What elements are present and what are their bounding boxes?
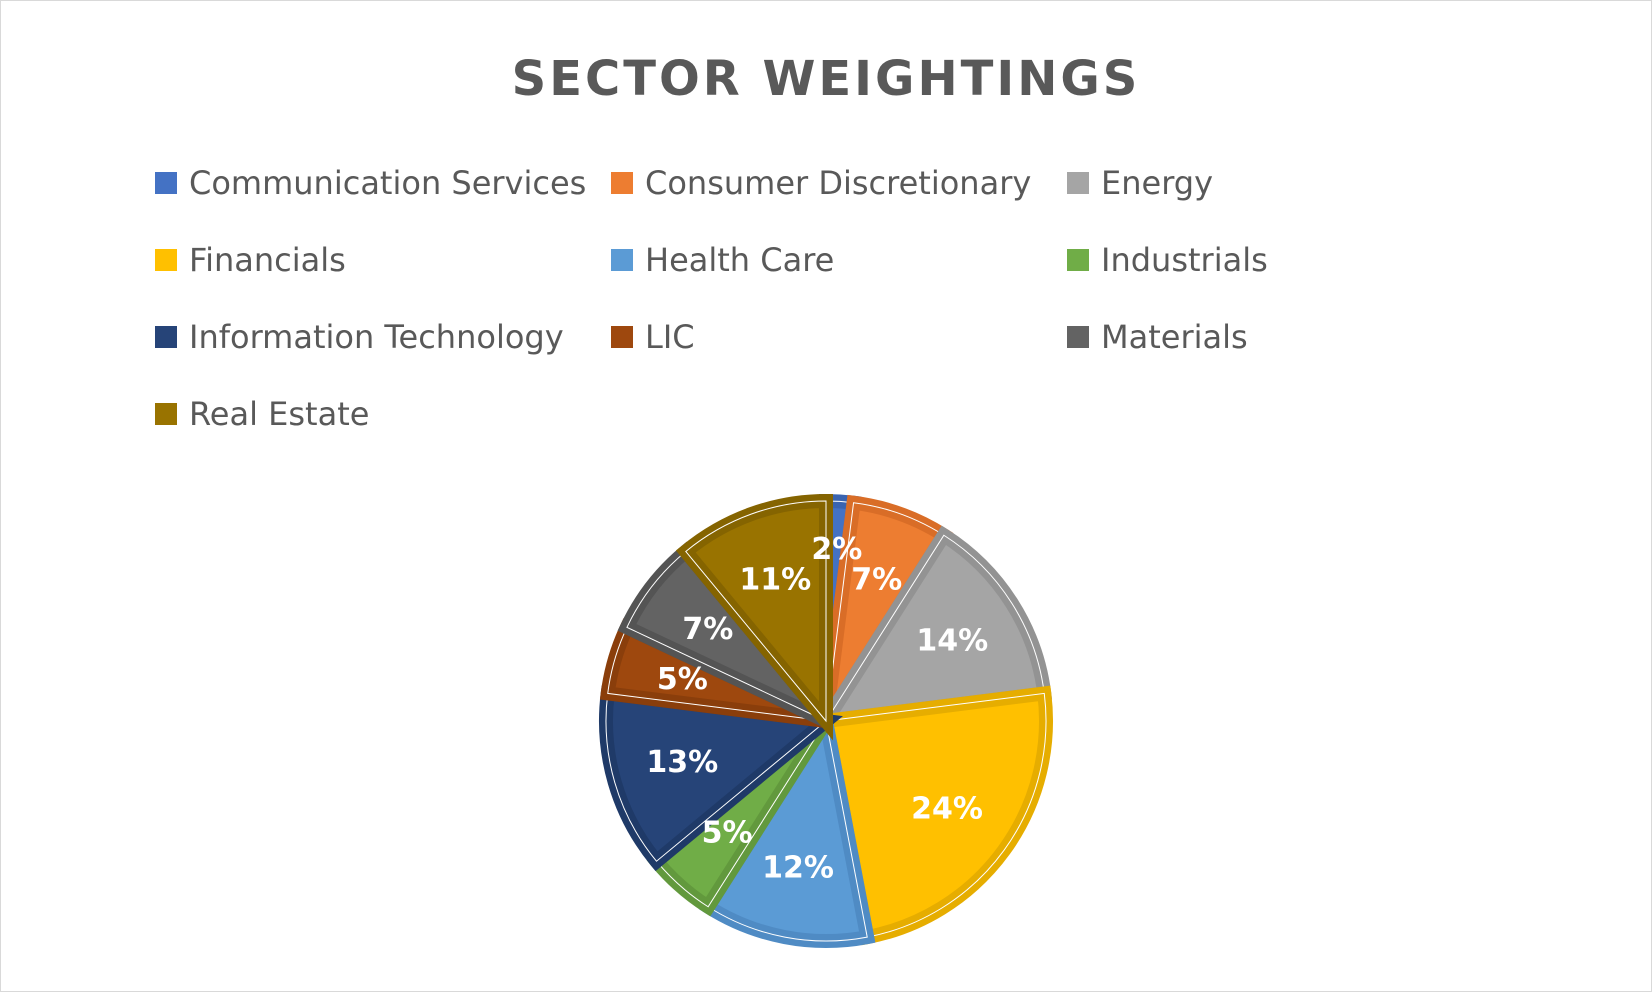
legend-label: LIC (645, 318, 695, 356)
legend-label: Communication Services (189, 164, 587, 202)
chart-title: SECTOR WEIGHTINGS (511, 51, 1141, 107)
legend-item: Energy (1067, 163, 1213, 203)
data-label: 12% (762, 851, 834, 886)
legend-label: Real Estate (189, 395, 370, 433)
legend-swatch (1067, 249, 1089, 271)
legend-item: Communication Services (155, 163, 586, 203)
legend-swatch (155, 326, 177, 348)
legend-item: Financials (155, 240, 346, 280)
legend-item: Consumer Discretionary (611, 163, 1031, 203)
legend-swatch (611, 249, 633, 271)
legend-item: LIC (611, 317, 695, 357)
legend-swatch (611, 326, 633, 348)
pie-slice-border (605, 692, 828, 862)
pie-slice-border (707, 719, 868, 942)
legend-swatch (155, 249, 177, 271)
pie-slice-border (685, 500, 827, 723)
data-label: 13% (646, 745, 718, 780)
pie-slice-border (825, 534, 1045, 722)
data-label: 7% (851, 563, 902, 598)
legend-label: Energy (1101, 164, 1214, 202)
legend-label: Industrials (1101, 241, 1268, 279)
legend-swatch (155, 403, 177, 425)
data-label: 2% (811, 532, 862, 567)
legend-label: Information Technology (189, 318, 564, 356)
legend-label: Materials (1101, 318, 1248, 356)
legend-swatch (1067, 172, 1089, 194)
legend-label: Health Care (645, 241, 835, 279)
data-label: 14% (916, 623, 988, 658)
legend-item: Health Care (611, 240, 834, 280)
data-label: 5% (702, 816, 753, 851)
legend-item: Industrials (1067, 240, 1268, 280)
legend-swatch (1067, 326, 1089, 348)
legend-item: Real Estate (155, 394, 369, 434)
data-label: 11% (739, 563, 811, 598)
data-label: 5% (657, 662, 708, 697)
legend-swatch (611, 172, 633, 194)
legend-item: Materials (1067, 317, 1248, 357)
legend-label: Consumer Discretionary (645, 164, 1032, 202)
legend-label: Financials (189, 241, 346, 279)
data-label: 24% (911, 791, 983, 826)
legend-swatch (155, 172, 177, 194)
pie-slice-border (825, 692, 1047, 938)
legend-item: Information Technology (155, 317, 564, 357)
data-label: 7% (682, 612, 733, 647)
